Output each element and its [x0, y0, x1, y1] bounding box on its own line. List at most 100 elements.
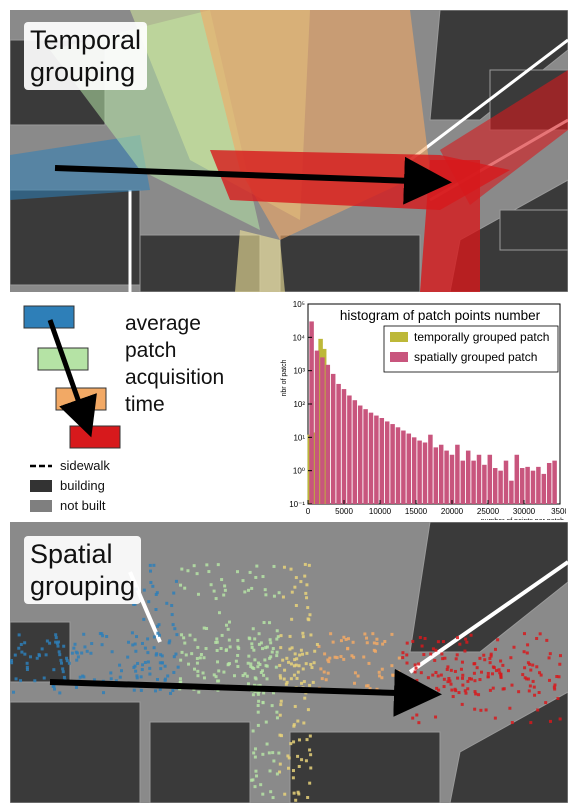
- point-cloud-dot: [268, 638, 272, 642]
- point-cloud-dot: [196, 645, 200, 649]
- point-cloud-dot: [195, 661, 199, 665]
- point-cloud-dot: [290, 646, 294, 650]
- point-cloud-dot: [237, 646, 241, 650]
- point-cloud-dot: [309, 662, 313, 666]
- point-cloud-dot: [413, 684, 417, 688]
- y-axis-label: nbr of patch: [281, 359, 288, 396]
- point-cloud-dot: [324, 678, 328, 682]
- point-cloud-dot: [437, 688, 441, 692]
- point-cloud-dot: [220, 633, 224, 637]
- point-cloud-dot: [464, 637, 468, 641]
- key-not-built-label: not built: [60, 498, 106, 513]
- point-cloud-dot: [252, 648, 256, 652]
- point-cloud-dot: [526, 643, 530, 647]
- point-cloud-dot: [491, 665, 495, 669]
- point-cloud-dot: [248, 637, 252, 641]
- point-cloud-dot: [202, 656, 206, 660]
- point-cloud-dot: [532, 685, 536, 689]
- histogram-bar-spatial: [384, 421, 390, 504]
- point-cloud-dot: [234, 659, 238, 663]
- point-cloud-dot: [178, 677, 182, 681]
- point-cloud-dot: [241, 674, 245, 678]
- x-tick-label: 15000: [405, 507, 428, 516]
- point-cloud-dot: [250, 666, 254, 670]
- point-cloud-dot: [214, 640, 218, 644]
- point-cloud-dot: [248, 570, 252, 574]
- histogram-bar-spatial: [309, 321, 314, 504]
- point-cloud-dot: [158, 661, 162, 665]
- point-cloud-dot: [275, 710, 279, 714]
- point-cloud-dot: [558, 654, 562, 658]
- point-cloud-dot: [445, 667, 449, 671]
- point-cloud-dot: [201, 671, 205, 675]
- point-cloud-dot: [227, 638, 231, 642]
- point-cloud-dot: [509, 656, 513, 660]
- point-cloud-dot: [109, 671, 113, 675]
- point-cloud-dot: [85, 649, 89, 653]
- point-cloud-dot: [279, 676, 283, 680]
- point-cloud-dot: [170, 613, 174, 617]
- point-cloud-dot: [328, 656, 332, 660]
- point-cloud-dot: [187, 662, 191, 666]
- point-cloud-dot: [412, 700, 416, 704]
- point-cloud-dot: [545, 638, 549, 642]
- point-cloud-dot: [293, 658, 297, 662]
- time-arrow: [47, 319, 97, 438]
- point-cloud-dot: [155, 677, 159, 681]
- point-cloud-dot: [156, 631, 160, 635]
- point-cloud-dot: [236, 653, 240, 657]
- chart-title: histogram of patch points number: [340, 308, 541, 323]
- point-cloud-dot: [455, 653, 459, 657]
- point-cloud-dot: [473, 690, 477, 694]
- point-cloud-dot: [261, 575, 265, 579]
- point-cloud-dot: [272, 759, 276, 763]
- point-cloud-dot: [482, 653, 486, 657]
- point-cloud-dot: [276, 635, 280, 639]
- point-cloud-dot: [339, 655, 343, 659]
- point-cloud-dot: [308, 613, 312, 617]
- point-cloud-dot: [193, 638, 197, 642]
- histogram-bar-spatial: [519, 468, 525, 504]
- point-cloud-dot: [261, 752, 265, 756]
- point-cloud-dot: [118, 675, 122, 679]
- point-cloud-dot: [410, 696, 414, 700]
- point-cloud-dot: [148, 672, 152, 676]
- point-cloud-dot: [352, 655, 356, 659]
- point-cloud-dot: [228, 620, 232, 624]
- point-cloud-dot: [270, 650, 274, 654]
- time-color-scale: [23, 305, 121, 449]
- y-tick-label: 10⁵: [293, 300, 305, 309]
- point-cloud-dot: [214, 675, 218, 679]
- histogram-bar-spatial: [487, 454, 493, 504]
- point-cloud-dot: [301, 631, 305, 635]
- point-cloud-dot: [279, 699, 283, 703]
- histogram-bar-spatial: [546, 462, 552, 504]
- point-cloud-dot: [342, 657, 346, 661]
- point-cloud-dot: [319, 667, 323, 671]
- x-tick-label: 25000: [477, 507, 500, 516]
- point-cloud-dot: [215, 637, 219, 641]
- point-cloud-dot: [256, 665, 260, 669]
- point-cloud-dot: [154, 689, 158, 693]
- point-cloud-dot: [461, 676, 465, 680]
- point-cloud-dot: [446, 680, 450, 684]
- point-cloud-dot: [51, 684, 55, 688]
- point-cloud-dot: [326, 658, 330, 662]
- point-cloud-dot: [533, 693, 537, 697]
- histogram-bar-spatial: [374, 415, 379, 504]
- point-cloud-dot: [309, 766, 313, 770]
- point-cloud-dot: [296, 719, 300, 723]
- point-cloud-dot: [152, 635, 156, 639]
- point-cloud-dot: [152, 646, 156, 650]
- point-cloud-dot: [174, 579, 178, 583]
- point-cloud-dot: [134, 649, 138, 653]
- histogram-svg: 0 5000 10000 15000 20000 25000 30000 3500 10⁻¹ 10…: [281, 300, 566, 520]
- point-cloud-dot: [259, 671, 263, 675]
- point-cloud-dot: [54, 636, 58, 640]
- point-cloud-dot: [131, 643, 135, 647]
- point-cloud-dot: [215, 649, 219, 653]
- point-cloud-dot: [156, 624, 160, 628]
- point-cloud-dot: [363, 632, 367, 636]
- point-cloud-dot: [472, 671, 476, 675]
- spatial-grouping-label: Spatial grouping: [24, 536, 142, 604]
